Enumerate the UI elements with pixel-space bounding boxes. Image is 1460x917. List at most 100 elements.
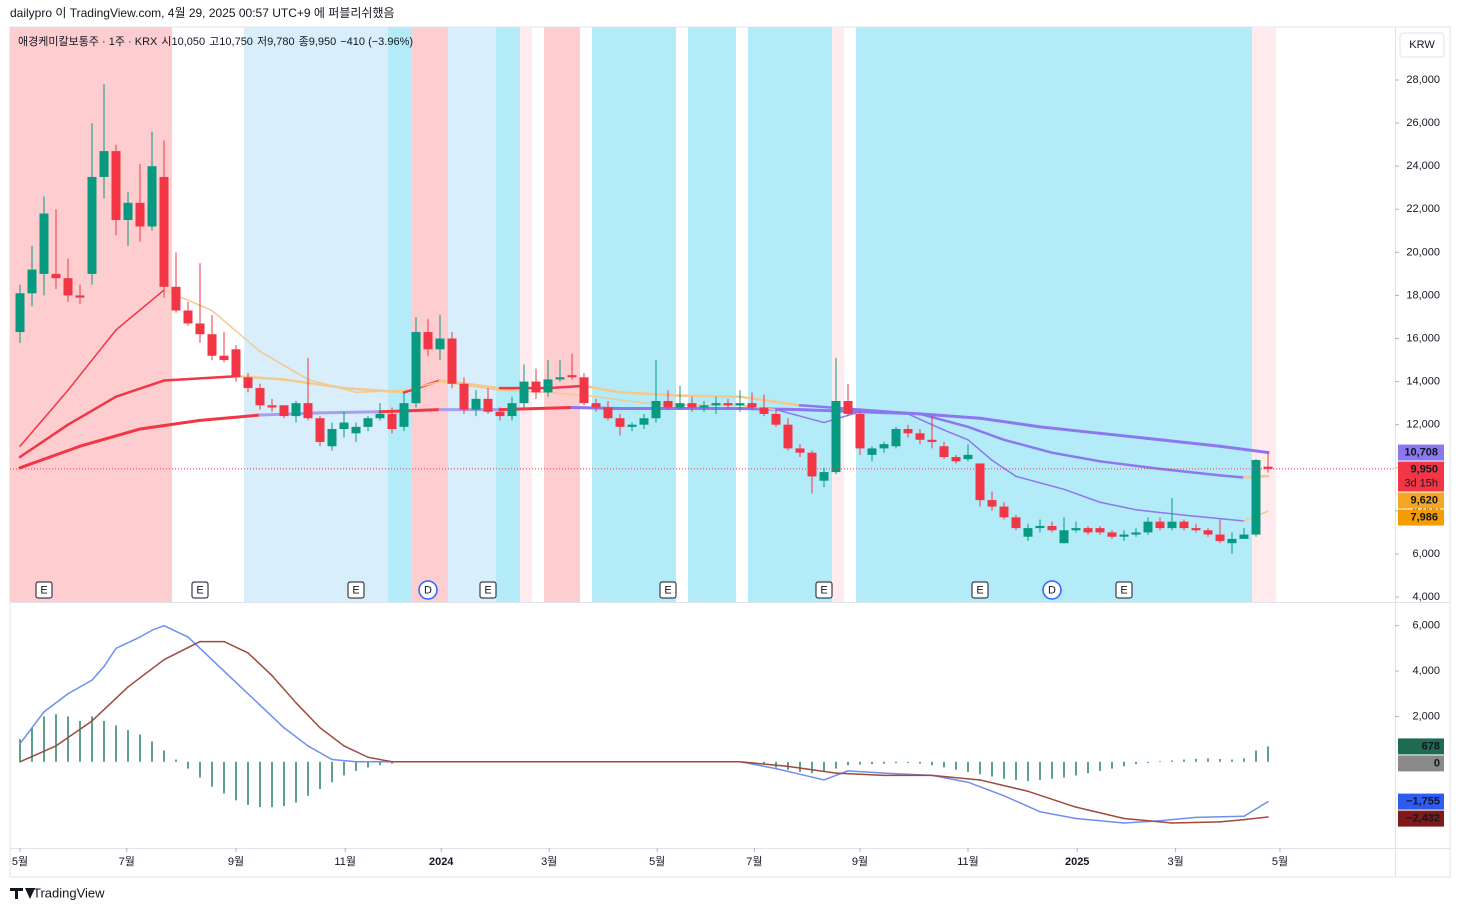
candle-body xyxy=(831,400,841,473)
y-tick-label: 20,000 xyxy=(1406,246,1440,258)
signal-band xyxy=(448,27,497,602)
candle-body xyxy=(39,213,49,274)
candle-body xyxy=(399,403,409,427)
indicator-line xyxy=(115,636,141,650)
candle-body xyxy=(891,429,901,447)
x-tick-label: 7월 xyxy=(119,855,135,868)
indicator-line xyxy=(235,681,261,706)
candle-body xyxy=(159,176,169,287)
change: −410 (−3.96%) xyxy=(340,36,413,48)
candle-body xyxy=(1071,528,1081,531)
candle-body xyxy=(1215,534,1225,542)
indicator-line xyxy=(67,329,117,391)
candle-body xyxy=(1095,528,1105,533)
histogram-bar xyxy=(1171,760,1173,762)
indicator-line xyxy=(138,418,202,431)
candle-body xyxy=(411,332,421,404)
y-tick-label: 4,000 xyxy=(1412,665,1440,677)
candle-body xyxy=(771,413,781,425)
x-tick-label: 3월 xyxy=(1167,855,1183,868)
x-tick-label: 5월 xyxy=(649,855,665,868)
candle-body xyxy=(975,463,985,501)
candle-body xyxy=(339,422,349,430)
candle-body xyxy=(711,403,721,406)
candle-body xyxy=(627,424,637,427)
indicator-line xyxy=(19,745,57,763)
candle-body xyxy=(747,403,757,408)
indicator-line xyxy=(582,384,622,394)
indicator-line xyxy=(43,692,69,713)
candle-body xyxy=(939,446,949,458)
indicator-line xyxy=(271,674,297,704)
indicator-line xyxy=(18,423,70,459)
countdown: 3d 15h xyxy=(1404,477,1438,489)
indicator-line xyxy=(1219,818,1245,823)
signal-band xyxy=(748,27,833,602)
value-tag-label: −1,755 xyxy=(1406,796,1440,808)
x-tick-label: 11월 xyxy=(957,855,979,868)
histogram-bar xyxy=(1207,758,1209,762)
candle-body xyxy=(171,286,181,311)
currency-button[interactable] xyxy=(1399,32,1445,58)
indicator-line xyxy=(739,404,777,411)
candle-body xyxy=(723,403,733,406)
signal-band xyxy=(388,27,413,602)
histogram-bar xyxy=(19,739,21,762)
indicator-line xyxy=(967,781,1005,797)
candle-body xyxy=(267,405,277,408)
currency[interactable]: KRW xyxy=(1409,39,1435,51)
candle-body xyxy=(1143,521,1153,533)
indicator-line xyxy=(331,758,357,763)
y-tick-label: 2,000 xyxy=(1412,710,1440,722)
indicator-line xyxy=(1159,816,1197,822)
candle-body xyxy=(639,418,649,425)
candle-body xyxy=(999,506,1009,518)
histogram-bar xyxy=(367,761,369,768)
histogram-bar xyxy=(1243,758,1245,762)
indicator-line xyxy=(223,640,249,654)
indicator-line xyxy=(67,679,93,695)
indicator-line xyxy=(823,411,861,424)
x-tick-label: 3월 xyxy=(541,855,557,868)
indicator-line xyxy=(847,770,885,774)
indicator-line xyxy=(1050,451,1102,463)
candle-body xyxy=(519,381,529,404)
indicator-line xyxy=(1038,425,1102,435)
signal-band xyxy=(856,27,1253,602)
candle-body xyxy=(183,310,193,324)
candle-body xyxy=(1035,525,1045,529)
histogram-bar xyxy=(67,716,69,762)
candle-body xyxy=(243,377,253,389)
event-label: E xyxy=(820,584,827,596)
indicator-line xyxy=(319,727,345,747)
candle-body xyxy=(75,295,85,298)
candle-body xyxy=(1179,521,1189,529)
candle-body xyxy=(87,176,97,274)
price-tag xyxy=(1398,492,1444,509)
indicator-line xyxy=(1218,474,1246,479)
price-tag xyxy=(1398,444,1444,461)
indicator-line xyxy=(1027,790,1077,808)
signal-band xyxy=(496,27,521,602)
candle-body xyxy=(1239,534,1249,539)
indicator-line xyxy=(1158,467,1222,477)
histogram-bar xyxy=(967,761,969,773)
histogram-bar xyxy=(199,761,201,778)
candle-body xyxy=(423,332,433,350)
histogram-bar xyxy=(55,714,57,762)
candle-body xyxy=(255,388,265,406)
histogram-bar xyxy=(1267,746,1269,762)
signal-band xyxy=(544,27,581,602)
indicator-line xyxy=(1039,810,1077,820)
indicator-line xyxy=(1171,821,1221,824)
indicator-line xyxy=(1098,431,1162,442)
indicator-line xyxy=(127,658,165,688)
histogram-bar xyxy=(283,761,285,807)
candle-body xyxy=(1203,530,1213,535)
indicator-line xyxy=(1063,488,1101,504)
indicator-line xyxy=(91,665,105,681)
candle-body xyxy=(819,472,829,481)
field-value: 9,950 xyxy=(309,36,337,48)
histogram-bar xyxy=(79,720,81,762)
